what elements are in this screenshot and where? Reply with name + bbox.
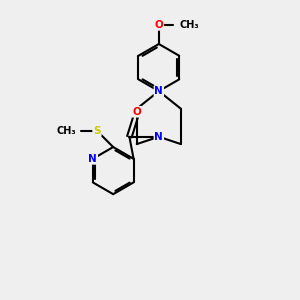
Text: S: S <box>93 126 101 136</box>
Text: O: O <box>132 107 141 117</box>
Text: N: N <box>88 154 97 164</box>
Text: CH₃: CH₃ <box>57 126 76 136</box>
Text: N: N <box>154 86 163 96</box>
Text: CH₃: CH₃ <box>179 20 199 30</box>
Text: N: N <box>154 132 163 142</box>
Text: O: O <box>154 20 163 30</box>
